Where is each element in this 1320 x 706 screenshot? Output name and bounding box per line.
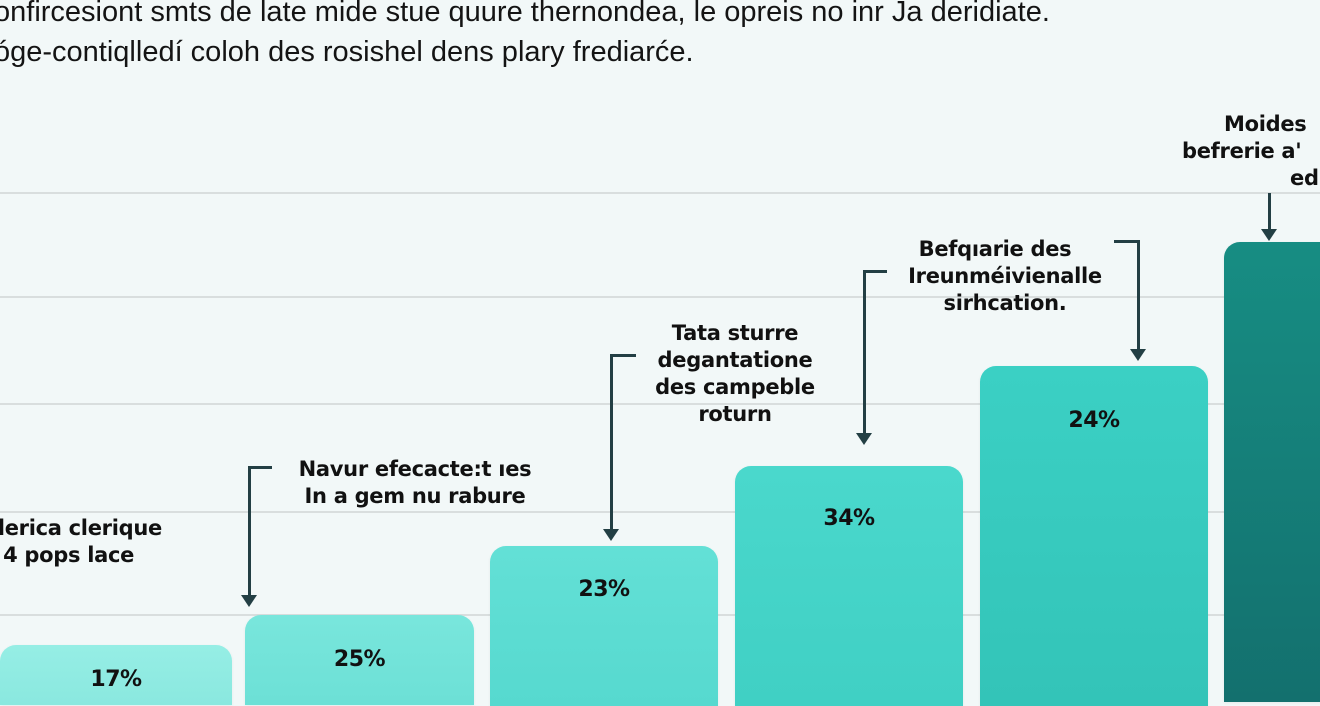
bar-value-label: 24% <box>1068 408 1120 433</box>
bar-1: 17% <box>0 645 232 705</box>
arrow-down-icon <box>856 433 872 445</box>
bar-value-label: 34% <box>823 506 875 531</box>
annotation-4-line-3: sirhcation. <box>943 291 1067 315</box>
annotation-6-line-2: befrerie a' <box>1182 139 1302 163</box>
arrow-down-icon <box>241 595 257 607</box>
annotation-6-line-1: Moides <box>1224 112 1307 136</box>
gridline <box>0 403 1320 405</box>
bar-5: 24% <box>980 366 1208 706</box>
intro-line-1: onfircesiont smts de late mide stue quur… <box>0 0 1050 28</box>
arrow-down-icon <box>1261 229 1277 241</box>
arrow-down-icon <box>603 529 619 541</box>
annotation-3-line-1: Tata sturre <box>671 321 799 345</box>
bar-6: 2 <box>1224 242 1320 702</box>
gridline <box>0 511 1320 513</box>
annotation-4-line-2: Ireunméivienalle <box>908 264 1102 288</box>
annotation-4-line-1: Befqıarie des <box>918 237 1072 261</box>
connector-line <box>610 354 613 530</box>
annotation-3-line-4: roturn <box>698 402 772 426</box>
bar-4: 34% <box>735 466 963 706</box>
connector-line <box>248 466 272 469</box>
annotation-6-line-3: ed <box>1290 166 1319 190</box>
bar-2: 25% <box>245 615 474 705</box>
bar-value-label: 23% <box>578 577 630 602</box>
annotation-4: Befqıarie des Ireunméivienalle sirhcatio… <box>885 236 1125 317</box>
annotation-2-line-1: Navur efecacte:t ıes <box>298 457 532 481</box>
bar-value-label: 25% <box>333 647 386 672</box>
connector-line <box>863 270 866 434</box>
intro-line-2: óge-contiqlledí coloh des rosishel dens … <box>0 36 694 68</box>
annotation-3-line-2: degantatione <box>657 348 813 372</box>
bar-3: 23% <box>490 546 718 706</box>
connector-line <box>1137 240 1140 350</box>
connector-line <box>248 466 251 596</box>
annotation-1: derica clerique r 4 pops lace <box>0 515 162 569</box>
annotation-2: Navur efecacte:t ıes In a gem nu rabure <box>285 456 545 510</box>
annotation-6: Moides befrerie a' ed <box>1176 111 1320 192</box>
connector-line <box>610 354 636 357</box>
arrow-down-icon <box>1130 349 1146 361</box>
annotation-1-line-2: r 4 pops lace <box>0 543 135 567</box>
connector-line <box>1268 193 1271 231</box>
intro-text: onfircesiont smts de late mide stue quur… <box>0 0 1314 72</box>
annotation-3-line-3: des campeble <box>655 375 815 399</box>
gridline <box>0 296 1320 298</box>
connector-line <box>1114 240 1140 243</box>
annotation-1-line-1: derica clerique <box>0 516 162 540</box>
annotation-3: Tata sturre degantatione des campeble ro… <box>640 320 830 428</box>
gridline <box>0 192 1320 194</box>
annotation-2-line-2: In a gem nu rabure <box>304 484 526 508</box>
connector-line <box>863 270 887 273</box>
